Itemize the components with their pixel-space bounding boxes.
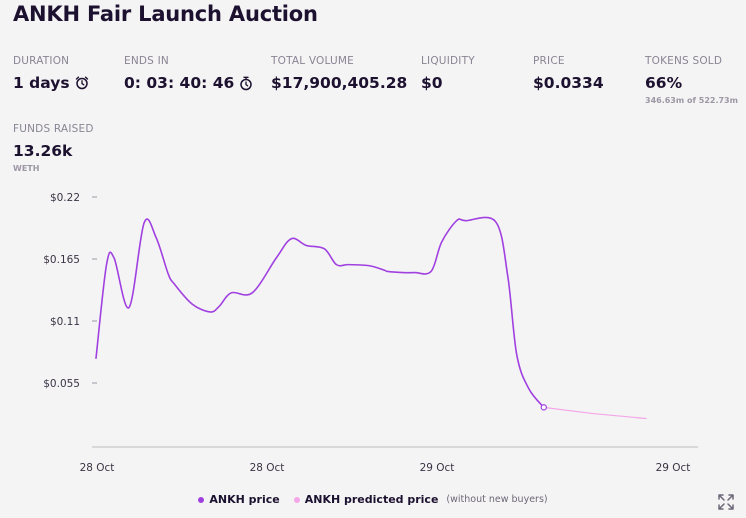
ends-in-value: 0: 03: 40: 46 — [124, 74, 235, 92]
funds-raised-label: FUNDS RAISED — [13, 123, 94, 135]
expand-arrows-icon[interactable] — [716, 492, 736, 512]
stopwatch-icon — [239, 76, 253, 91]
current-price-point — [540, 404, 548, 411]
price-value: $0.0334 — [533, 74, 604, 92]
total-volume-label: TOTAL VOLUME — [271, 55, 355, 67]
alarm-clock-icon — [75, 76, 89, 90]
stat-price: PRICE $0.0334 — [533, 55, 604, 92]
total-volume-value: $17,900,405.28 — [271, 74, 408, 92]
x-tick-label: 29 Oct — [420, 462, 455, 474]
legend-note-predicted: (without new buyers) — [446, 494, 548, 505]
x-tick-label: 28 Oct — [80, 462, 115, 474]
liquidity-label: LIQUIDITY — [421, 55, 475, 67]
price-label: PRICE — [533, 55, 565, 67]
chart-legend: ANKH price ANKH predicted price (without… — [0, 493, 746, 506]
page-title: ANKH Fair Launch Auction — [13, 2, 318, 26]
x-tick-label: 29 Oct — [656, 462, 691, 474]
legend-label-predicted: ANKH predicted price — [304, 493, 439, 506]
legend-label-price: ANKH price — [209, 493, 280, 506]
y-tick-label: $0.165 — [43, 254, 80, 266]
stat-liquidity: LIQUIDITY $0 — [421, 55, 475, 92]
ends-in-label: ENDS IN — [124, 55, 169, 67]
price-chart: $0.22 $0.165 $0.11 $0.055 28 Oct 28 Oct 29 Oct… — [43, 192, 698, 474]
liquidity-value: $0 — [421, 74, 443, 92]
tokens-sold-label: TOKENS SOLD — [645, 55, 723, 67]
funds-raised-value: 13.26k — [13, 142, 73, 160]
y-tick-label: $0.055 — [43, 378, 80, 390]
duration-value: 1 days — [13, 74, 70, 92]
legend-swatch-predicted — [293, 496, 300, 503]
legend-item-price[interactable]: ANKH price — [198, 493, 280, 506]
x-tick-label: 28 Oct — [250, 462, 285, 474]
stat-total-volume: TOTAL VOLUME $17,900,405.28 — [271, 55, 407, 92]
stat-duration: DURATION 1 days — [13, 55, 89, 92]
legend-item-predicted[interactable]: ANKH predicted price (without new buyers… — [293, 493, 548, 506]
predicted-series-line — [543, 406, 647, 420]
stat-ends-in: ENDS IN 0: 03: 40: 46 — [124, 55, 253, 92]
legend-swatch-price — [198, 496, 205, 503]
y-tick-label: $0.22 — [50, 192, 80, 204]
funds-raised-sub: WETH — [13, 164, 40, 173]
tokens-sold-value: 66% — [645, 74, 683, 92]
price-series-line — [95, 216, 545, 409]
duration-label: DURATION — [13, 55, 70, 67]
tokens-sold-sub: 346.63m of 522.73m — [645, 96, 738, 105]
stat-funds-raised: FUNDS RAISED 13.26k WETH — [13, 123, 94, 173]
y-tick-label: $0.11 — [50, 316, 80, 328]
stat-tokens-sold: TOKENS SOLD 66% 346.63m of 522.73m — [645, 55, 738, 105]
